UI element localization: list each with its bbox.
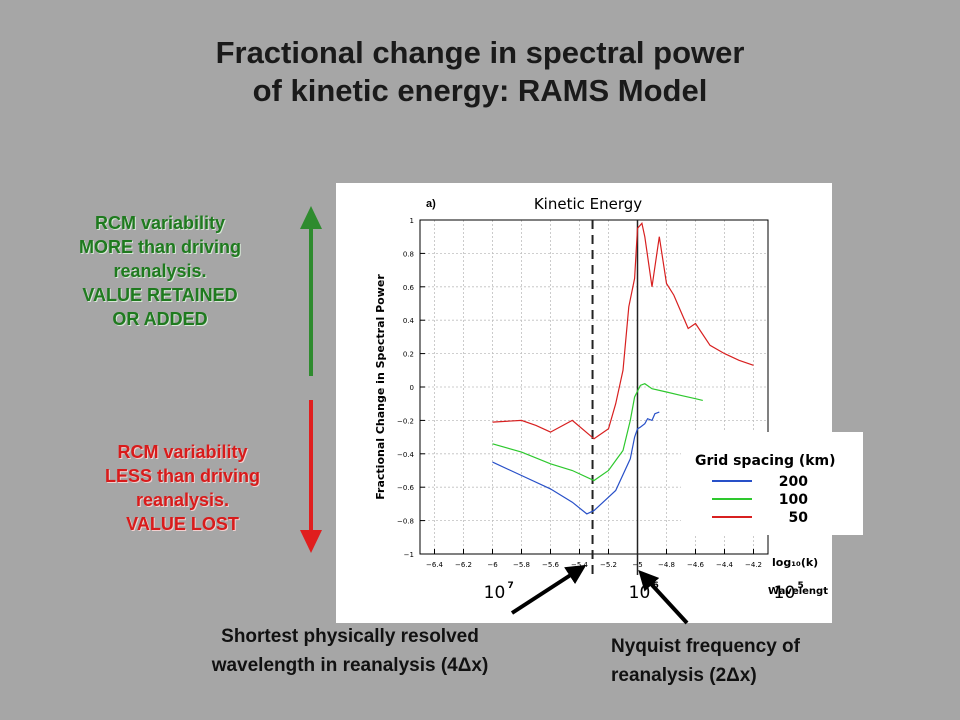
x-tick-label: −4.4 bbox=[716, 561, 734, 569]
slide-title: Fractional change in spectral power of k… bbox=[0, 34, 960, 110]
y-tick-label: 0.6 bbox=[403, 284, 415, 292]
less-label-line: LESS than driving bbox=[104, 466, 260, 486]
wavelength-tick-label: 10 bbox=[774, 583, 796, 603]
callout-4dx-line: Shortest physically resolved bbox=[221, 626, 479, 647]
axis-ticks: −1 −0.8 −0.6 −0.4 −0.2 0 0.2 0.4 0.6 0.8 1 −6.4 −6.2… bbox=[397, 217, 762, 569]
series-line-100 bbox=[492, 383, 703, 482]
callout-2dx-line: reanalysis (2Δx) bbox=[611, 665, 757, 686]
y-tick-label: 0.2 bbox=[403, 351, 414, 359]
less-label-line: VALUE LOST bbox=[126, 514, 239, 534]
legend-title: Grid spacing (km) bbox=[695, 453, 836, 469]
more-variability-label: RCM variability MORE than driving reanal… bbox=[30, 211, 290, 331]
less-label-line: RCM variability bbox=[117, 442, 248, 462]
wavelength-exponent: 7 bbox=[508, 581, 514, 591]
callout-4dx: Shortest physically resolved wavelength … bbox=[170, 622, 530, 680]
callout-arrow-4dx bbox=[510, 564, 587, 615]
more-label-line: VALUE RETAINED bbox=[82, 285, 238, 305]
panel-label: a) bbox=[426, 198, 436, 210]
y-tick-label: 0 bbox=[410, 384, 414, 392]
y-tick-label: −0.8 bbox=[397, 518, 414, 526]
x-tick-label: −6.4 bbox=[426, 561, 444, 569]
callout-2dx-line: Nyquist frequency of bbox=[611, 636, 800, 657]
less-variability-label: RCM variability LESS than driving reanal… bbox=[50, 440, 315, 536]
title-line-2: of kinetic energy: RAMS Model bbox=[252, 73, 708, 108]
x-tick-label: −4.8 bbox=[658, 561, 675, 569]
callout-2dx: Nyquist frequency of reanalysis (2Δx) bbox=[611, 632, 911, 690]
more-label-line: reanalysis. bbox=[113, 261, 207, 281]
x-tick-label: −4.2 bbox=[745, 561, 762, 569]
y-tick-label: 0.4 bbox=[403, 317, 415, 325]
legend-label-200: 200 bbox=[779, 474, 808, 490]
x-tick-label: −5.2 bbox=[600, 561, 617, 569]
callout-arrow-2dx bbox=[638, 570, 689, 625]
legend-box bbox=[681, 432, 863, 535]
x-tick-label: −6.2 bbox=[455, 561, 472, 569]
chart-panel bbox=[336, 183, 832, 623]
x-tick-label: −6 bbox=[487, 561, 498, 569]
y-tick-label: −0.4 bbox=[397, 451, 415, 459]
y-tick-label: 1 bbox=[410, 217, 414, 225]
y-tick-label: 0.8 bbox=[403, 250, 414, 258]
callout-4dx-line: wavelength in reanalysis (4Δx) bbox=[211, 655, 489, 676]
y-axis-label: Fractional Change in Spectral Power bbox=[374, 274, 387, 500]
series-line-50 bbox=[492, 221, 754, 440]
wavelength-tick-label: 10 bbox=[629, 583, 651, 603]
x-tick-label: −5.6 bbox=[542, 561, 560, 569]
title-line-1: Fractional change in spectral power bbox=[215, 35, 745, 70]
legend: Grid spacing (km) 200 100 50 bbox=[681, 432, 863, 535]
arrow-down-icon bbox=[300, 400, 322, 553]
wavelength-label: Wavelengt bbox=[768, 586, 828, 597]
more-label-line: OR ADDED bbox=[112, 309, 208, 329]
more-label-line: MORE than driving bbox=[79, 237, 241, 257]
x-tick-label: −4.6 bbox=[687, 561, 705, 569]
x-tick-label: −5.8 bbox=[513, 561, 530, 569]
arrow-up-icon bbox=[300, 206, 322, 376]
more-label-line: RCM variability bbox=[94, 213, 226, 233]
y-tick-label: −0.6 bbox=[397, 484, 415, 492]
series-line-200 bbox=[492, 411, 660, 515]
less-label-line: reanalysis. bbox=[135, 490, 230, 510]
series-lines bbox=[492, 221, 754, 515]
wavelength-exponent: 5 bbox=[798, 581, 804, 591]
legend-label-50: 50 bbox=[789, 510, 809, 526]
y-tick-label: −0.2 bbox=[397, 417, 414, 425]
reference-lines bbox=[591, 220, 639, 575]
legend-label-100: 100 bbox=[779, 492, 808, 508]
x-axis-label: log₁₀(k) bbox=[772, 556, 818, 569]
chart-title: Kinetic Energy bbox=[534, 195, 642, 213]
wavelength-tick-label: 10 bbox=[484, 583, 506, 603]
y-tick-label: −1 bbox=[404, 551, 414, 559]
